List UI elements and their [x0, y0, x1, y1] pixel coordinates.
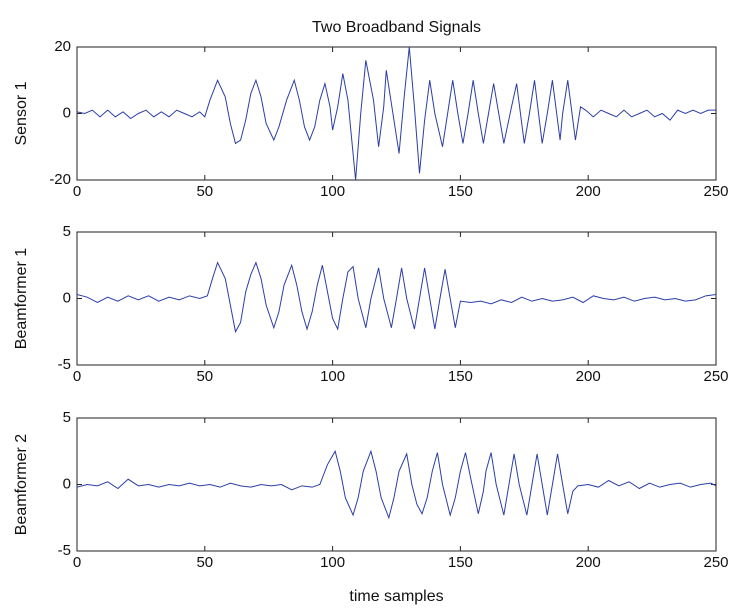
x-tick-label: 200 [576, 368, 601, 385]
plot-area [77, 449, 716, 520]
x-axis-label: time samples [349, 588, 443, 605]
x-tick-label: 0 [73, 554, 81, 571]
y-axis-label: Sensor 1 [13, 81, 30, 145]
plot-area [77, 47, 716, 180]
x-tick-label: 100 [320, 368, 345, 385]
signal-line [77, 261, 716, 334]
x-tick-label: 100 [320, 183, 345, 200]
y-tick-label: -5 [58, 542, 71, 559]
y-tick-label: 0 [63, 475, 71, 492]
y-tick-label: 0 [63, 104, 71, 121]
y-tick-label: 5 [63, 223, 71, 240]
y-axis-label: Beamformer 2 [13, 434, 30, 535]
x-tick-label: 250 [703, 554, 728, 571]
x-tick-label: 250 [703, 368, 728, 385]
x-tick-label: 0 [73, 183, 81, 200]
chart-title: Two Broadband Signals [312, 19, 481, 36]
y-tick-label: 0 [63, 289, 71, 306]
x-tick-label: 0 [73, 368, 81, 385]
signal-line [77, 449, 716, 520]
x-tick-label: 50 [196, 368, 213, 385]
y-tick-label: 20 [54, 38, 71, 55]
y-axis-label: Beamformer 1 [13, 248, 30, 349]
x-tick-label: 150 [448, 554, 473, 571]
x-tick-label: 150 [448, 368, 473, 385]
x-tick-label: 250 [703, 183, 728, 200]
x-tick-label: 200 [576, 183, 601, 200]
x-tick-label: 200 [576, 554, 601, 571]
x-tick-label: 100 [320, 554, 345, 571]
x-tick-label: 50 [196, 554, 213, 571]
y-tick-label: -20 [49, 171, 71, 188]
plot-area [77, 261, 716, 334]
y-tick-label: 5 [63, 409, 71, 426]
y-tick-label: -5 [58, 356, 71, 373]
signal-line [77, 47, 716, 180]
x-tick-label: 150 [448, 183, 473, 200]
x-tick-label: 50 [196, 183, 213, 200]
